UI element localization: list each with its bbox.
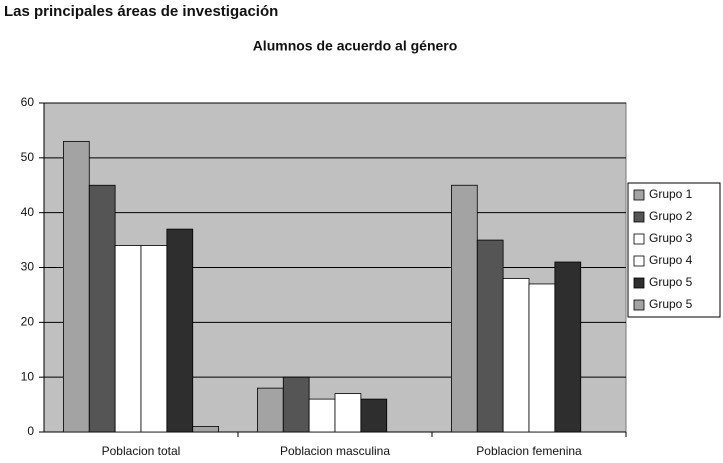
y-tick-label: 60 xyxy=(21,95,35,109)
y-tick-label: 20 xyxy=(21,315,35,329)
legend-box xyxy=(627,182,721,318)
legend-label: Grupo 1 xyxy=(649,187,693,201)
bar xyxy=(114,245,142,433)
legend-swatch xyxy=(633,233,645,245)
bar xyxy=(256,387,284,433)
x-tick-label: Poblacion femenina xyxy=(476,444,582,458)
legend-swatch xyxy=(633,255,645,267)
legend-swatch xyxy=(633,277,645,289)
bar xyxy=(502,278,530,433)
bar xyxy=(360,398,388,433)
bar xyxy=(554,261,582,433)
bar xyxy=(450,184,478,433)
bar xyxy=(88,184,116,433)
bar xyxy=(166,228,194,433)
bar xyxy=(282,376,310,433)
y-tick-label: 30 xyxy=(21,260,35,274)
x-tick-label: Poblacion total xyxy=(102,444,181,458)
legend-label: Grupo 2 xyxy=(649,209,693,223)
bar xyxy=(140,245,168,433)
bar xyxy=(192,426,220,433)
legend-label: Grupo 4 xyxy=(649,253,693,267)
bar xyxy=(63,140,90,433)
y-tick-label: 0 xyxy=(27,424,34,438)
page-heading: Las principales áreas de investigación xyxy=(4,3,278,20)
y-tick-label: 10 xyxy=(21,369,35,383)
x-tick-label: Poblacion masculina xyxy=(280,444,390,458)
legend-label: Grupo 5 xyxy=(649,275,693,289)
y-tick-label: 50 xyxy=(21,150,35,164)
legend-label: Grupo 5 xyxy=(649,297,693,311)
y-tick-label: 40 xyxy=(21,205,35,219)
legend-label: Grupo 3 xyxy=(649,231,693,245)
bar xyxy=(476,239,504,433)
bar xyxy=(308,398,336,433)
bar xyxy=(334,393,362,433)
chart-title: Alumnos de acuerdo al género xyxy=(253,38,458,54)
legend-swatch xyxy=(633,189,645,201)
bar xyxy=(528,283,556,433)
legend-swatch xyxy=(633,299,645,311)
legend-swatch xyxy=(633,211,645,223)
